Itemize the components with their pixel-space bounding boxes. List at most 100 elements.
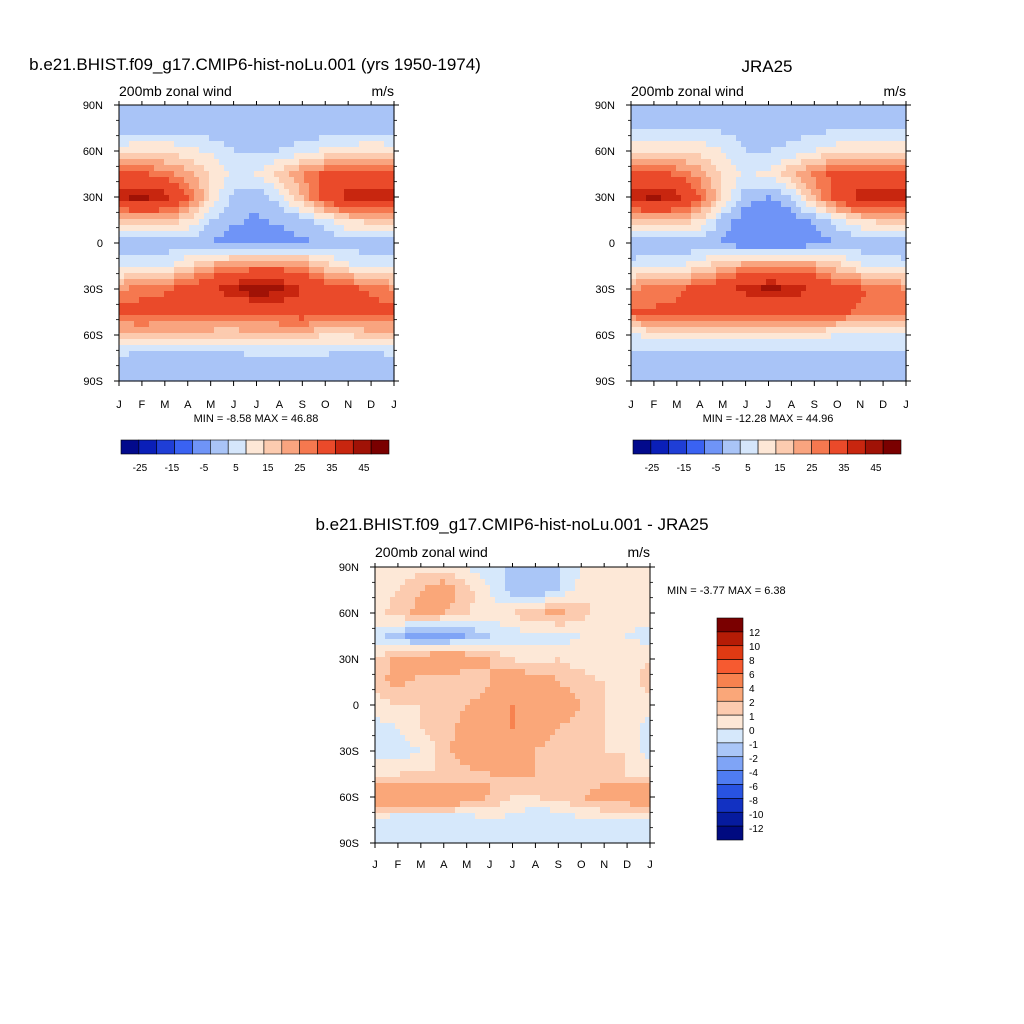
panel-model-colorbar-swatch bbox=[263, 439, 283, 455]
panel-obs-cell bbox=[636, 273, 642, 280]
panel-obs-cell bbox=[681, 111, 687, 118]
panel-obs-cell bbox=[841, 213, 847, 220]
panel-obs-cell bbox=[656, 237, 662, 244]
panel-obs-cell bbox=[666, 255, 672, 262]
panel-model-cell bbox=[189, 303, 195, 310]
panel-obs-cell bbox=[686, 327, 692, 334]
panel-obs-cell bbox=[901, 273, 907, 280]
panel-model-cell bbox=[189, 297, 195, 304]
panel-obs-cell bbox=[771, 321, 777, 328]
panel-model-cell bbox=[184, 111, 190, 118]
panel-model-cell bbox=[164, 249, 170, 256]
panel-model-cell bbox=[129, 231, 135, 238]
panel-model-cell bbox=[379, 213, 385, 220]
panel-obs-cell bbox=[761, 303, 767, 310]
panel-obs-cell bbox=[766, 291, 772, 298]
panel-obs-cell bbox=[776, 327, 782, 334]
panel-obs-cell bbox=[896, 129, 902, 136]
panel-model-cell bbox=[369, 189, 375, 196]
panel-model-cell bbox=[124, 333, 130, 340]
panel-obs-plot bbox=[626, 101, 911, 386]
panel-model-cell bbox=[149, 357, 155, 364]
panel-model-cell bbox=[139, 255, 145, 262]
panel-obs-cell bbox=[786, 183, 792, 190]
panel-model-cell bbox=[254, 195, 260, 202]
panel-obs-cell bbox=[721, 195, 727, 202]
panel-model-cell bbox=[184, 285, 190, 292]
panel-obs-cell bbox=[886, 165, 892, 172]
panel-obs-cell bbox=[901, 105, 907, 112]
panel-model-cell bbox=[364, 171, 370, 178]
panel-obs-cell bbox=[806, 279, 812, 286]
panel-model-cell bbox=[129, 141, 135, 148]
panel-obs-cell bbox=[811, 297, 817, 304]
panel-obs-cell bbox=[871, 159, 877, 166]
panel-obs-cell bbox=[831, 183, 837, 190]
panel-model-cell bbox=[134, 345, 140, 352]
panel-model-cell bbox=[329, 201, 335, 208]
panel-model-cell bbox=[319, 261, 325, 268]
panel-obs-cell bbox=[741, 321, 747, 328]
panel-obs-cell bbox=[756, 291, 762, 298]
panel-obs-cell bbox=[816, 345, 822, 352]
panel-obs-cell bbox=[806, 273, 812, 280]
panel-obs-cell bbox=[796, 105, 802, 112]
panel-obs-cell bbox=[846, 255, 852, 262]
panel-model-cell bbox=[294, 213, 300, 220]
panel-model-cell bbox=[189, 195, 195, 202]
panel-obs-cell bbox=[711, 243, 717, 250]
panel-model-cell bbox=[329, 207, 335, 214]
panel-model-cell bbox=[239, 339, 245, 346]
panel-model-cell bbox=[269, 225, 275, 232]
panel-model-cell bbox=[289, 123, 295, 130]
panel-obs-cell bbox=[901, 333, 907, 340]
panel-model-cell bbox=[264, 309, 270, 316]
panel-obs-cell bbox=[696, 303, 702, 310]
panel-model-cell bbox=[374, 135, 380, 142]
panel-obs-cell bbox=[856, 351, 862, 358]
panel-obs-cell bbox=[656, 129, 662, 136]
panel-obs-cell bbox=[836, 315, 842, 322]
panel-obs-cell bbox=[891, 315, 897, 322]
panel-obs-cell bbox=[901, 219, 907, 226]
panel-model-cell bbox=[329, 171, 335, 178]
panel-model-cell bbox=[194, 231, 200, 238]
panel-obs-cell bbox=[646, 171, 652, 178]
panel-obs-cell bbox=[851, 207, 857, 214]
panel-model-cell bbox=[244, 375, 250, 382]
panel-obs-cell bbox=[816, 285, 822, 292]
panel-model-cell bbox=[204, 249, 210, 256]
panel-model-cell bbox=[309, 111, 315, 118]
panel-obs-cell bbox=[641, 243, 647, 250]
panel-obs-cell bbox=[746, 279, 752, 286]
panel-obs-cell bbox=[711, 297, 717, 304]
panel-obs-cell bbox=[866, 345, 872, 352]
panel-model-cell bbox=[234, 105, 240, 112]
panel-model-cell bbox=[254, 339, 260, 346]
panel-obs-cell bbox=[886, 249, 892, 256]
panel-obs-cell bbox=[751, 345, 757, 352]
panel-obs-cell bbox=[746, 165, 752, 172]
panel-model-cell bbox=[209, 375, 215, 382]
panel-model-cell bbox=[359, 255, 365, 262]
panel-model-cell bbox=[239, 141, 245, 148]
panel-obs-cell bbox=[891, 213, 897, 220]
panel-obs-cell bbox=[766, 351, 772, 358]
panel-obs-cell bbox=[816, 321, 822, 328]
panel-obs-cell bbox=[666, 201, 672, 208]
panel-model-cell bbox=[139, 309, 145, 316]
panel-model-cell bbox=[204, 315, 210, 322]
panel-model-cell bbox=[159, 231, 165, 238]
panel-obs-cell bbox=[761, 243, 767, 250]
panel-obs-cell bbox=[791, 183, 797, 190]
panel-model-cell bbox=[134, 315, 140, 322]
panel-model-cell bbox=[349, 339, 355, 346]
panel-model-cell bbox=[259, 309, 265, 316]
panel-model-cell bbox=[184, 213, 190, 220]
panel-model-cell bbox=[119, 249, 125, 256]
panel-obs-cell bbox=[781, 267, 787, 274]
panel-model-cell bbox=[169, 375, 175, 382]
panel-model-cell bbox=[289, 327, 295, 334]
panel-obs-cell bbox=[706, 219, 712, 226]
panel-obs-cell bbox=[786, 285, 792, 292]
